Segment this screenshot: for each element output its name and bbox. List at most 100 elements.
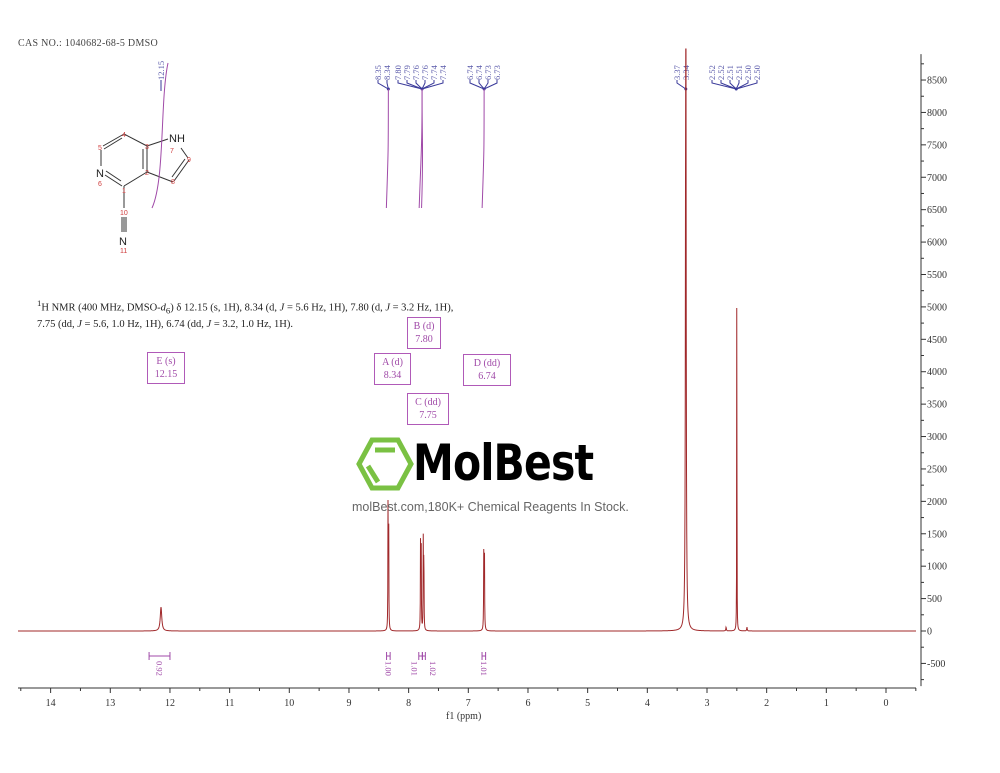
y-tick-label: 6000: [927, 238, 947, 249]
y-tick-label: 3500: [927, 400, 947, 411]
x-tick-label: 6: [525, 698, 530, 709]
multiplet-name: A (d): [382, 357, 403, 368]
y-tick-label: 500: [927, 594, 942, 605]
y-tick-label: 2500: [927, 464, 947, 475]
peak-label-connector: [415, 80, 423, 90]
peak-label-connector: [711, 80, 737, 90]
atom-number: 11: [120, 248, 127, 255]
multiplet-shift: 6.74: [478, 371, 496, 382]
x-tick-label: 8: [406, 698, 411, 709]
peak-shift-label: 2.51: [734, 65, 744, 80]
multiplet-name: E (s): [156, 356, 176, 367]
multiplet-box-e: E (s) 12.15: [147, 352, 185, 384]
y-tick-label: 4500: [927, 335, 947, 346]
atom-number: 8: [171, 179, 175, 186]
peak-label-connector: [377, 80, 389, 90]
peak-label-connector: [676, 80, 687, 90]
y-tick-label: 5000: [927, 302, 947, 313]
x-tick-label: 13: [105, 698, 115, 709]
peak-label-connector: [386, 80, 389, 90]
integral-value: 1.01: [479, 661, 489, 676]
multiplet-box-a: A (d) 8.34: [374, 353, 411, 385]
x-tick-label: 9: [346, 698, 351, 709]
peak-shift-label: 3.37: [672, 65, 682, 80]
peak-label-connector: [483, 80, 489, 90]
multiplet-shift: 7.75: [419, 410, 437, 421]
peak-pick-line: [385, 88, 389, 209]
peak-label-connector: [421, 80, 444, 90]
multiplet-shift: 7.80: [415, 334, 433, 345]
y-tick-label: 2000: [927, 497, 947, 508]
atom-number: 5: [98, 145, 102, 152]
y-tick-label: 5500: [927, 270, 947, 281]
x-tick-label: 3: [704, 698, 709, 709]
x-tick-label: 10: [284, 698, 294, 709]
x-tick-label: 12: [165, 698, 175, 709]
peak-shift-label: 2.52: [707, 65, 717, 80]
y-tick-label: 1000: [927, 562, 947, 573]
atom-n11: N: [119, 236, 127, 248]
molbest-logo: [356, 437, 414, 491]
y-tick-label: 6500: [927, 205, 947, 216]
atom-n6: N: [96, 168, 104, 180]
x-tick-label: 7: [466, 698, 471, 709]
peak-shift-label: 6.73: [483, 65, 493, 80]
multiplet-name: B (d): [413, 321, 435, 332]
y-tick-label: 8000: [927, 108, 947, 119]
peak-shift-label: 2.50: [743, 65, 753, 80]
y-tick-label: 1500: [927, 529, 947, 540]
y-tick-label: 3000: [927, 432, 947, 443]
y-tick-label: 0: [927, 627, 932, 638]
peak-label-connector: [729, 80, 737, 90]
multiplet-name: C (dd): [415, 397, 441, 408]
x-tick-label: 1: [824, 698, 829, 709]
x-tick-label: 0: [884, 698, 889, 709]
peak-label-connector: [736, 80, 749, 90]
peak-shift-label: 8.34: [382, 64, 392, 80]
multiplet-box-c: C (dd) 7.75: [407, 393, 449, 425]
peak-label-connector: [720, 80, 737, 90]
atom-number: 6: [98, 181, 102, 188]
peak-shift-label: 2.50: [752, 65, 762, 80]
peak-shift-label: 12.15: [156, 61, 166, 80]
y-tick-label: 8500: [927, 76, 947, 87]
integrals: 0.92 1.00 1.01 1.02 1.01: [148, 652, 489, 676]
peak-pick-line: [481, 88, 485, 209]
multiplet-box-d: D (dd) 6.74: [463, 354, 511, 386]
chemical-structure: [100, 62, 190, 232]
peak-label-connector: [469, 80, 485, 90]
peak-shift-label: 2.52: [716, 65, 726, 80]
peak-shift-label: 7.76: [411, 65, 421, 80]
nmr-description: 1H NMR (400 MHz, DMSO-d6) δ 12.15 (s, 1H…: [37, 298, 454, 330]
atom-number: 10: [120, 210, 128, 217]
atom-number: 3: [145, 144, 149, 151]
x-tick-label: 5: [585, 698, 590, 709]
axes: 14 13 12 11 10 9 8 7 6 5 4 3 2 1 0-5000500100015002000…: [18, 54, 947, 709]
peak-shift-label: 7.74: [429, 64, 439, 80]
y-tick-label: -500: [927, 659, 945, 670]
x-tick-label: 2: [764, 698, 769, 709]
peak-shift-label: 7.80: [393, 65, 403, 80]
x-tick-label: 11: [225, 698, 235, 709]
peak-label-connector: [397, 80, 423, 90]
peak-shift-label: 6.74: [465, 64, 475, 80]
integral-value: 0.92: [155, 661, 165, 676]
multiplet-box-b: B (d) 7.80: [407, 317, 441, 349]
y-tick-label: 7000: [927, 173, 947, 184]
atom-number: 9: [187, 157, 191, 164]
peak-pick-line: [421, 88, 424, 209]
y-tick-label: 4000: [927, 367, 947, 378]
integral-value: 1.00: [383, 661, 393, 676]
peak-label-node: [734, 87, 738, 91]
peak-shift-label: 7.79: [402, 65, 412, 80]
peak-label-connector: [421, 80, 435, 90]
watermark-brand: MolBest: [413, 434, 594, 492]
peak-shift-label: 7.74: [438, 64, 448, 80]
peak-label-connector: [421, 80, 426, 90]
atom-number: 4: [122, 132, 126, 139]
atom-number: 1: [122, 188, 126, 195]
atom-nh: NH: [169, 133, 185, 145]
integral-value: 1.01: [410, 661, 420, 676]
spectrum-line: [18, 48, 916, 632]
